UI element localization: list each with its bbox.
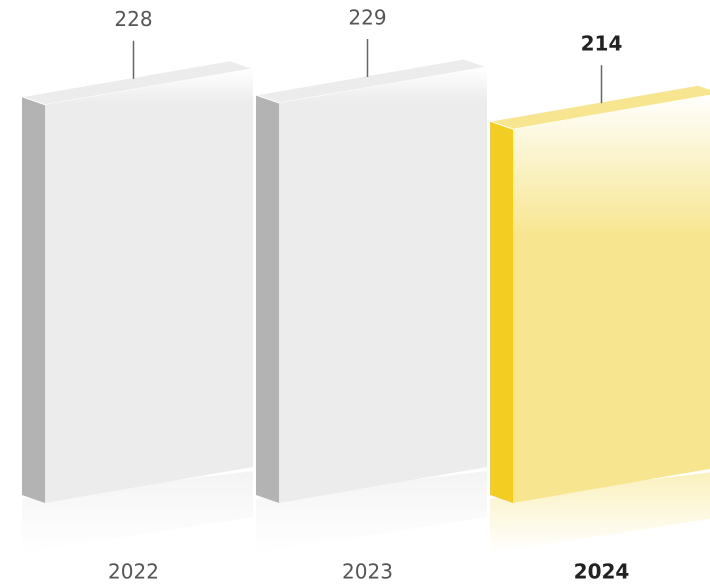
value-label: 228	[114, 7, 152, 31]
x-tick-label: 2024	[574, 560, 630, 584]
bar	[488, 84, 710, 504]
x-tick-label: 2023	[342, 560, 393, 584]
bar-top	[488, 84, 710, 130]
bar-front	[279, 67, 487, 503]
bar-front	[45, 68, 253, 503]
bar-reflection	[22, 471, 253, 553]
bar-side	[490, 121, 513, 504]
bar-side	[256, 95, 279, 503]
bar-reflection	[256, 471, 487, 553]
bar	[254, 58, 489, 503]
x-tick-label: 2022	[108, 560, 159, 584]
value-label: 229	[348, 6, 386, 30]
bar-side	[22, 96, 45, 503]
value-label: 214	[581, 32, 623, 56]
bar	[20, 60, 255, 503]
bar-front	[513, 95, 710, 503]
